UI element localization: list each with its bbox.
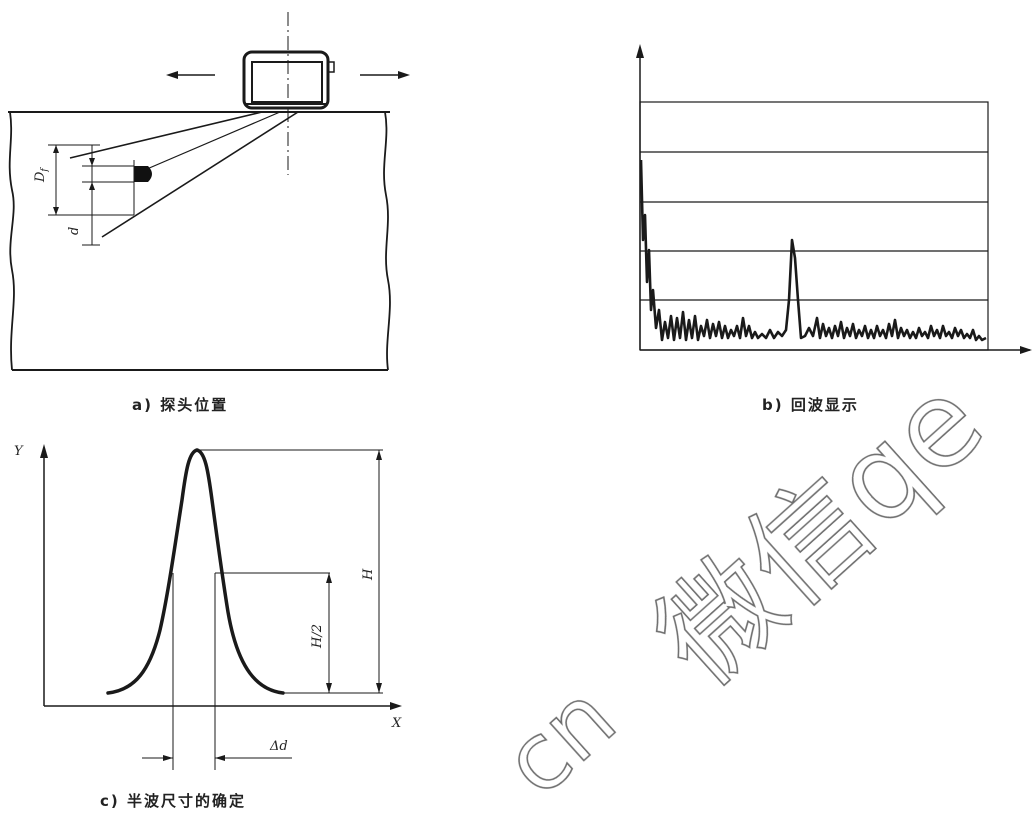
dd-arrow-right-icon bbox=[215, 755, 225, 761]
dim-h-arrow-bottom-icon bbox=[376, 683, 382, 693]
echo-screen-frame bbox=[639, 101, 989, 351]
axis-y-label: Y bbox=[14, 444, 24, 459]
dim-d-arrow-top-icon bbox=[89, 158, 95, 166]
arrow-left-icon bbox=[166, 71, 178, 79]
label-delta-d: Δd bbox=[269, 739, 288, 754]
probe-body bbox=[242, 50, 330, 110]
probe-connector bbox=[327, 61, 335, 73]
beam-center bbox=[139, 111, 281, 173]
watermark-text-tail: cn bbox=[483, 664, 636, 816]
label-h2: H/2 bbox=[310, 624, 325, 649]
echo-gridlines bbox=[640, 151, 988, 301]
dim-d-arrow-bottom-icon bbox=[89, 182, 95, 190]
beam-lower bbox=[101, 111, 299, 238]
dd-arrow-left-icon bbox=[163, 755, 173, 761]
dim-h2-arrow-bottom-icon bbox=[326, 683, 332, 693]
halfwave-x-arrow-icon bbox=[390, 702, 402, 710]
echo-envelope-curve bbox=[106, 448, 285, 695]
label-d: d bbox=[67, 227, 82, 235]
label-df: Df bbox=[33, 167, 50, 183]
watermark: 微信qe cn bbox=[482, 351, 1009, 816]
probe-window bbox=[251, 61, 323, 103]
dim-h2-arrow-top-icon bbox=[326, 573, 332, 583]
defect-shape bbox=[134, 166, 152, 182]
arrow-right-icon bbox=[398, 71, 410, 79]
axis-x-label: X bbox=[391, 716, 402, 731]
caption-c: c) 半波尺寸的确定 bbox=[100, 792, 246, 810]
echo-trace bbox=[639, 159, 987, 342]
caption-a: a) 探头位置 bbox=[132, 396, 228, 414]
echo-x-arrow-icon bbox=[1020, 346, 1032, 354]
beam-upper bbox=[69, 111, 263, 159]
label-h: H bbox=[361, 568, 376, 581]
halfwave-y-arrow-icon bbox=[40, 444, 48, 458]
echo-y-arrow-icon bbox=[636, 44, 644, 58]
dim-h-arrow-top-icon bbox=[376, 450, 382, 460]
panel-c: Y X H H/2 Δd c) 半波尺寸的确定 bbox=[14, 444, 402, 810]
specimen-right-break bbox=[383, 111, 391, 371]
dim-df-arrow-top-icon bbox=[53, 145, 59, 153]
caption-b: b) 回波显示 bbox=[762, 396, 859, 414]
panel-a: Df d a) 探头位置 bbox=[8, 12, 410, 414]
panel-b: b) 回波显示 bbox=[636, 44, 1032, 414]
specimen-left-break bbox=[8, 111, 15, 371]
dim-df-arrow-bottom-icon bbox=[53, 207, 59, 215]
